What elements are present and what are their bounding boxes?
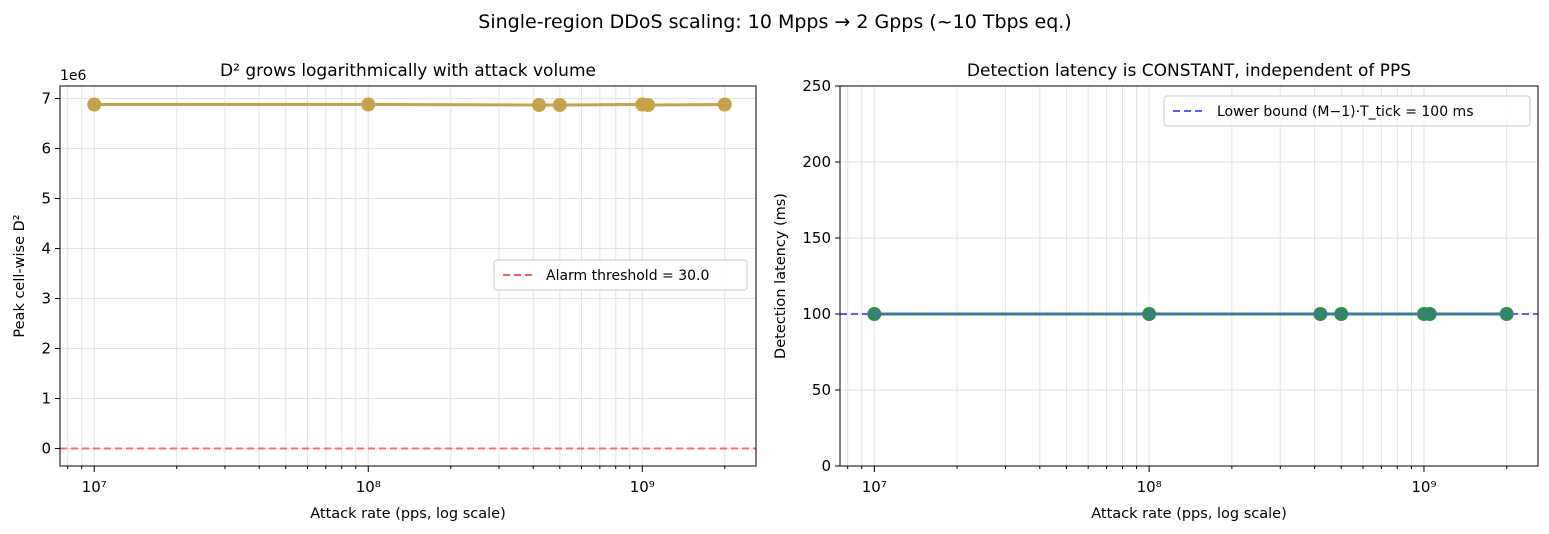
- chart-left-ticks: 10⁷ 10⁸ 10⁹ 0 1 2 3 4 5 6 7: [41, 90, 726, 496]
- chart-left-offset-label: 1e6: [60, 68, 87, 84]
- y-tick-label: 200: [802, 153, 831, 171]
- chart-left: D² grows logarithmically with attack vol…: [12, 61, 757, 522]
- legend-label-lower-bound: Lower bound (M−1)·T_tick = 100 ms: [1217, 104, 1473, 120]
- data-point: [717, 97, 732, 112]
- y-tick-label: 5: [41, 190, 51, 208]
- y-tick-label: 0: [41, 440, 51, 458]
- chart-left-frame: [59, 85, 757, 467]
- data-point: [87, 97, 102, 112]
- y-tick-label: 100: [802, 305, 831, 323]
- chart-left-ylabel: Peak cell-wise D²: [12, 214, 28, 337]
- y-tick-label: 7: [41, 90, 51, 108]
- chart-right-xlabel: Attack rate (pps, log scale): [1091, 506, 1287, 522]
- x-tick-label: 10⁹: [630, 478, 655, 496]
- x-tick-label: 10⁷: [82, 478, 107, 496]
- y-tick-label: 2: [41, 340, 51, 358]
- data-point: [1313, 307, 1328, 321]
- data-point: [361, 97, 376, 112]
- legend-box: [1163, 95, 1531, 127]
- legend-box: [493, 259, 748, 291]
- chart-left-series: [87, 97, 732, 112]
- y-tick-label: 1: [41, 390, 51, 408]
- y-tick-label: 6: [41, 140, 51, 158]
- x-tick-label: 10⁸: [1137, 478, 1162, 496]
- chart-right-ylabel: Detection latency (ms): [773, 193, 789, 359]
- data-point: [532, 98, 547, 112]
- legend-label-alarm-threshold: Alarm threshold = 30.0: [546, 268, 709, 284]
- y-tick-label: 250: [802, 77, 831, 95]
- chart-left-legend: Alarm threshold = 30.0: [493, 259, 748, 291]
- chart-right: Detection latency is CONSTANT, independe…: [773, 61, 1539, 522]
- data-point: [641, 98, 656, 112]
- y-tick-label: 150: [802, 229, 831, 247]
- chart-right-title: Detection latency is CONSTANT, independe…: [967, 61, 1411, 81]
- chart-right-frame: [839, 85, 1539, 467]
- x-tick-label: 10⁷: [862, 478, 887, 496]
- y-tick-label: 50: [812, 381, 831, 399]
- chart-left-title: D² grows logarithmically with attack vol…: [220, 61, 596, 81]
- figure-title: Single-region DDoS scaling: 10 Mpps → 2 …: [478, 11, 1071, 33]
- y-tick-label: 0: [821, 457, 831, 475]
- chart-right-ticks: 10⁷ 10⁸ 10⁹ 0 50 100 150 200 250: [802, 77, 1508, 496]
- y-tick-label: 3: [41, 290, 51, 308]
- y-tick-label: 4: [41, 240, 51, 258]
- chart-right-plot-area: [840, 86, 1538, 466]
- series-line: [94, 102, 725, 107]
- chart-left-xlabel: Attack rate (pps, log scale): [310, 506, 506, 522]
- data-point: [552, 98, 567, 112]
- x-tick-label: 10⁸: [356, 478, 381, 496]
- chart-right-legend: Lower bound (M−1)·T_tick = 100 ms: [1163, 95, 1531, 127]
- x-tick-label: 10⁹: [1411, 478, 1436, 496]
- chart-right-series: [840, 307, 1538, 321]
